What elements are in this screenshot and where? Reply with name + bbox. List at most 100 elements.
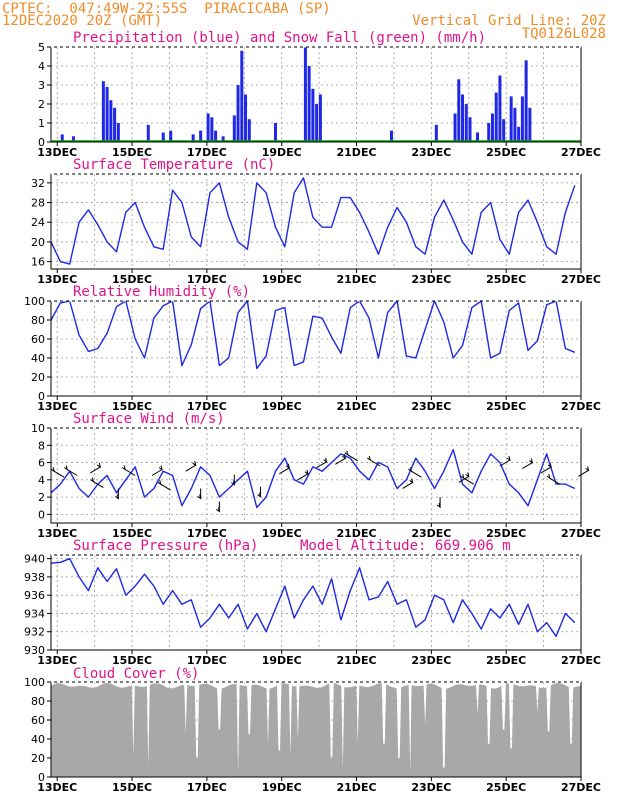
precip-bar-19	[244, 94, 248, 142]
wind-arrow-shaft-22	[458, 475, 470, 483]
wind-arrow-20	[408, 467, 422, 478]
precip-bar-36	[490, 113, 494, 142]
y-tick-label-3-3: 6	[38, 457, 45, 470]
precip-bar-21	[273, 123, 277, 142]
precip-bar-41	[513, 107, 517, 142]
x-tick-label-1-0: 13DEC	[37, 273, 77, 286]
panel-title-humidity: Relative Humidity (%)	[73, 284, 250, 300]
wind-arrow-shaft-23	[463, 477, 475, 485]
wind-arrow-1	[63, 465, 78, 476]
wind-arrow-head-6	[158, 465, 163, 471]
x-tick-label-0-2: 17DEC	[187, 146, 227, 159]
panel-title-pressure: Surface Pressure (hPa)	[73, 538, 258, 554]
wind-arrow-shaft-7	[160, 483, 171, 491]
x-tick-label-2-7: 27DEC	[561, 400, 601, 413]
x-tick-label-2-2: 17DEC	[187, 400, 227, 413]
wind-arrow-head-24	[506, 455, 511, 462]
x-tick-label-0-7: 27DEC	[561, 146, 601, 159]
wind-arrow-head-18	[366, 455, 372, 462]
wind-arrow-head-13	[285, 463, 291, 469]
y-tick-label-0-1: 1	[38, 117, 45, 130]
x-tick-label-4-0: 13DEC	[37, 654, 77, 667]
y-tick-label-0-4: 4	[38, 60, 45, 73]
precip-bar-1	[71, 136, 75, 142]
x-tick-label-0-4: 21DEC	[337, 146, 377, 159]
y-tick-label-5-0: 0	[38, 771, 45, 784]
precip-bar-11	[199, 130, 203, 142]
x-tick-label-1-1: 15DEC	[112, 273, 152, 286]
wind-arrow-head-3	[90, 477, 95, 483]
wind-arrow-shaft-6	[151, 469, 163, 476]
wind-arrow-shaft-19	[402, 482, 413, 489]
wind-arrow-12	[257, 486, 262, 498]
temperature-line	[50, 177, 576, 265]
y-tick-label-1-2: 24	[31, 216, 45, 229]
wind-arrow-16	[335, 454, 347, 465]
wind-arrow-shaft-25	[522, 462, 533, 470]
wind-arrow-head-1	[63, 465, 68, 471]
y-tick-label-0-3: 3	[38, 79, 45, 92]
panel-title-precip: Precipitation (blue) and Snow Fall (gree…	[73, 30, 486, 46]
y-tick-label-5-3: 60	[31, 714, 45, 727]
precip-bar-42	[517, 126, 521, 142]
wind-arrow-0	[50, 467, 65, 478]
wind-arrow-8	[185, 461, 197, 472]
y-tick-label-3-1: 2	[38, 491, 45, 504]
wind-arrow-6	[151, 465, 163, 476]
wind-arrow-14	[297, 469, 309, 481]
x-tick-label-3-0: 13DEC	[37, 527, 77, 540]
y-tick-label-5-4: 80	[31, 695, 45, 708]
wind-arrow-shaft-0	[53, 470, 65, 478]
precip-bar-20	[247, 119, 251, 142]
wind-arrow-shaft-20	[411, 470, 422, 478]
wind-arrow-18	[366, 455, 381, 467]
y-tick-label-1-0: 16	[31, 256, 45, 269]
x-tick-label-0-5: 23DEC	[411, 146, 451, 159]
wind-arrow-head-14	[304, 469, 309, 475]
wind-arrow-head-2	[97, 462, 102, 469]
precip-bar-27	[389, 130, 393, 142]
wind-arrow-27	[546, 474, 561, 485]
y-tick-label-1-4: 32	[31, 177, 45, 190]
precip-bar-16	[232, 115, 236, 142]
wind-arrow-head-5	[121, 465, 126, 471]
wind-arrow-shaft-28	[578, 469, 589, 477]
x-tick-label-2-4: 21DEC	[337, 400, 377, 413]
precip-bar-22	[303, 47, 307, 142]
x-tick-label-4-1: 15DEC	[112, 654, 152, 667]
precip-bar-35	[487, 123, 491, 142]
x-tick-label-3-5: 23DEC	[411, 527, 451, 540]
wind-arrow-head-22	[465, 472, 470, 478]
x-tick-label-3-2: 17DEC	[187, 527, 227, 540]
precip-bar-37	[494, 92, 498, 142]
wind-arrow-9	[197, 488, 202, 500]
x-tick-label-1-2: 17DEC	[187, 273, 227, 286]
wind-arrow-shaft-2	[90, 466, 101, 474]
precip-bar-38	[498, 75, 502, 142]
y-tick-label-5-1: 20	[31, 752, 45, 765]
y-tick-label-1-3: 28	[31, 197, 45, 210]
y-tick-label-2-5: 100	[24, 295, 45, 308]
x-tick-label-1-4: 21DEC	[337, 273, 377, 286]
wind-arrow-head-9	[197, 494, 202, 500]
y-tick-label-1-1: 20	[31, 236, 45, 249]
wind-arrow-head-11	[231, 480, 236, 486]
wind-arrow-22	[458, 472, 470, 483]
wind-arrow-shaft-1	[66, 469, 78, 476]
wind-arrow-25	[522, 458, 534, 470]
y-tick-label-2-4: 80	[31, 314, 45, 327]
cloud-cover-area	[51, 683, 581, 777]
panel-title-temperature: Surface Temperature (nC)	[73, 157, 275, 173]
wind-arrow-head-4	[115, 494, 120, 500]
y-tick-label-0-5: 5	[38, 41, 45, 54]
precip-bar-12	[206, 113, 210, 142]
precip-bar-5	[113, 107, 117, 142]
y-tick-label-4-4: 938	[24, 571, 45, 584]
wind-arrow-shaft-18	[369, 459, 381, 467]
precip-bar-34	[475, 132, 479, 142]
y-tick-label-5-2: 40	[31, 733, 45, 746]
wind-arrow-head-12	[257, 492, 262, 498]
precip-bar-18	[240, 50, 244, 142]
x-tick-label-1-3: 19DEC	[262, 273, 302, 286]
